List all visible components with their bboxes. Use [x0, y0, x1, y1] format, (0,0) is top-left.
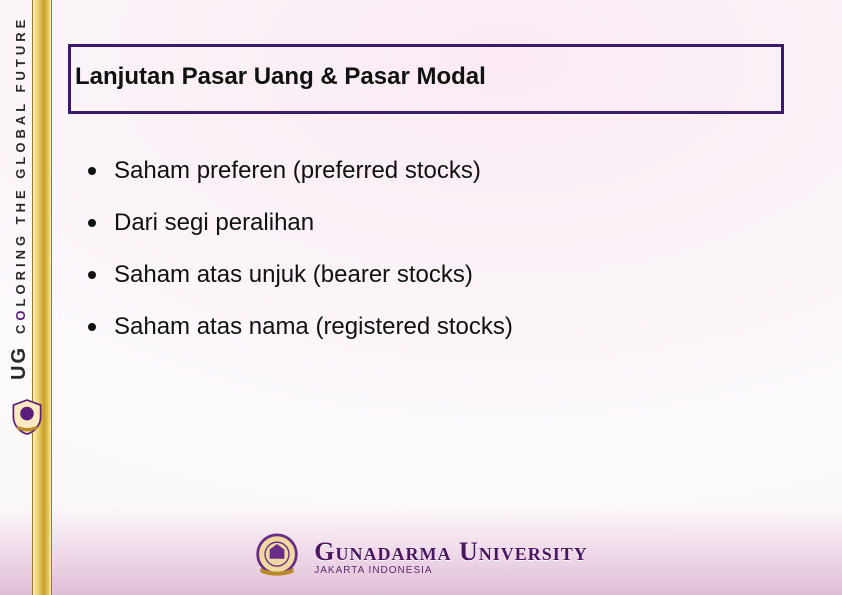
- sidebar-crest-icon: [10, 398, 44, 436]
- list-item: Saham atas nama (registered stocks): [76, 312, 776, 342]
- footer-university-mark: Gunadarma University JAKARTA INDONESIA: [0, 533, 842, 579]
- bullet-text: Saham atas nama (registered stocks): [114, 313, 513, 340]
- sidebar-colored-o: O: [13, 306, 28, 320]
- left-sidebar: UG COLORING THE GLOBAL FUTURE: [0, 0, 54, 595]
- university-location: JAKARTA INDONESIA: [314, 565, 432, 576]
- university-seal-icon: [254, 533, 300, 579]
- sidebar-text-post: LORING THE GLOBAL FUTURE: [13, 16, 28, 307]
- content-area: Saham preferen (preferred stocks) Dari s…: [76, 156, 776, 364]
- list-item: Saham atas unjuk (bearer stocks): [76, 260, 776, 290]
- gold-vertical-bar: [32, 0, 52, 595]
- title-box: Lanjutan Pasar Uang & Pasar Modal: [68, 44, 784, 114]
- bullet-list: Saham preferen (preferred stocks) Dari s…: [76, 156, 776, 342]
- bullet-text: Saham preferen (preferred stocks): [114, 157, 481, 184]
- bullet-text: Dari segi peralihan: [114, 209, 314, 236]
- university-text-block: Gunadarma University JAKARTA INDONESIA: [314, 537, 588, 576]
- sidebar-ug-mark: UG: [8, 346, 30, 380]
- list-item: Dari segi peralihan: [76, 208, 776, 238]
- slide-title: Lanjutan Pasar Uang & Pasar Modal: [75, 63, 771, 91]
- sidebar-vertical-text: UG COLORING THE GLOBAL FUTURE: [8, 16, 31, 380]
- sidebar-text-pre: C: [13, 321, 28, 334]
- list-item: Saham preferen (preferred stocks): [76, 156, 776, 186]
- university-name: Gunadarma University: [314, 537, 588, 567]
- bullet-text: Saham atas unjuk (bearer stocks): [114, 261, 473, 288]
